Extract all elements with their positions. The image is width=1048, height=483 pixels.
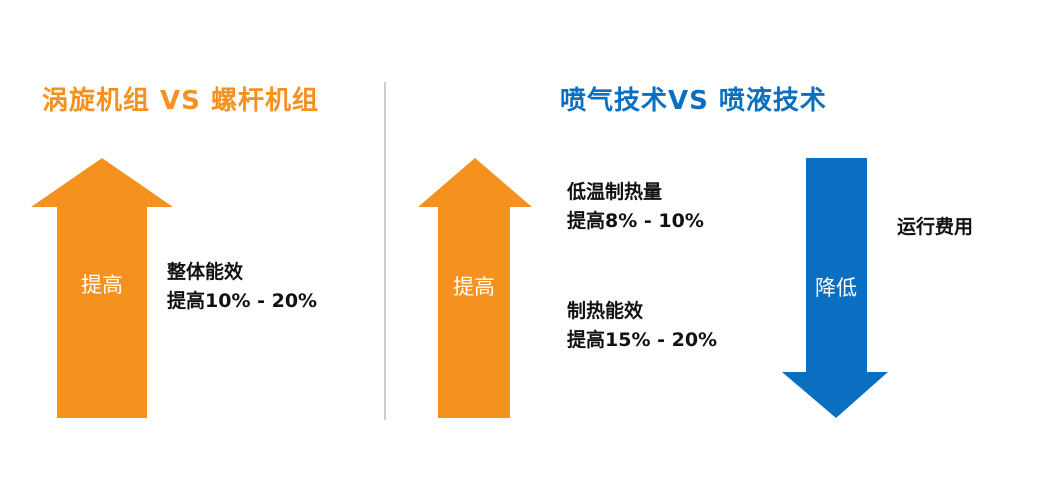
right-note-1: 低温制热量 提高8% - 10% (567, 178, 704, 236)
left-title: 涡旋机组 VS 螺杆机组 (42, 86, 319, 116)
left-note: 整体能效 提高10% - 20% (167, 258, 317, 316)
right-note-2: 制热能效 提高15% - 20% (567, 297, 717, 355)
right-note-2-line1: 制热能效 (567, 300, 644, 322)
right-note-2-line2: 提高15% - 20% (567, 329, 718, 351)
left-note-line2: 提高10% - 20% (167, 290, 318, 312)
right-note-3: 运行费用 (897, 216, 974, 238)
left-arrow-label: 提高 (81, 273, 123, 297)
right-title: 喷气技术VS 喷液技术 (560, 86, 827, 116)
up-arrow-right (418, 158, 532, 418)
down-arrow-label: 降低 (815, 276, 857, 300)
right-note-1-line2: 提高8% - 10% (567, 210, 704, 232)
up-arrow-left (31, 158, 173, 418)
right-note-1-line1: 低温制热量 (567, 181, 663, 203)
right-up-arrow-label: 提高 (453, 275, 495, 299)
down-arrow (782, 158, 888, 418)
left-note-line1: 整体能效 (167, 261, 244, 283)
